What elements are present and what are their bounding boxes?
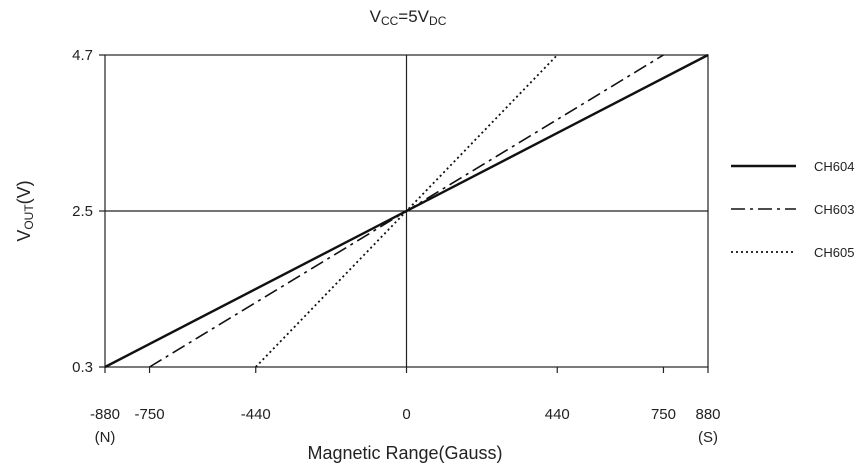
x-tick-label: -880 (90, 406, 120, 423)
plot-area (104, 53, 709, 369)
y-tick-label: 4.7 (72, 47, 93, 64)
legend-label-ch604: CH604 (814, 159, 854, 174)
x-tick-label: 750 (651, 406, 676, 423)
y-tick-label: 2.5 (72, 203, 93, 220)
x-tick-label: 880 (695, 406, 720, 423)
x-tick-label: 440 (545, 406, 570, 423)
legend-label-ch603: CH603 (814, 202, 854, 217)
x-tick-sublabel: (N) (95, 429, 116, 446)
x-axis-title: Magnetic Range(Gauss) (307, 443, 502, 463)
x-tick-label: -750 (135, 406, 165, 423)
legend: CH604 CH603 CH605 (731, 159, 854, 260)
x-tick-label: 0 (402, 406, 410, 423)
y-axis-title: VOUT(V) (14, 180, 36, 241)
axis-ticks: -880 (N) -750 -440 0 440 750 880 (S) 0.3 2.5 4.7 (72, 47, 720, 446)
x-tick-sublabel: (S) (698, 429, 718, 446)
legend-label-ch605: CH605 (814, 245, 854, 260)
chart-title: VCC=5VDC (370, 7, 447, 28)
x-tick-label: -440 (241, 406, 271, 423)
y-tick-label: 0.3 (72, 359, 93, 376)
series-line-ch605 (255, 54, 558, 368)
